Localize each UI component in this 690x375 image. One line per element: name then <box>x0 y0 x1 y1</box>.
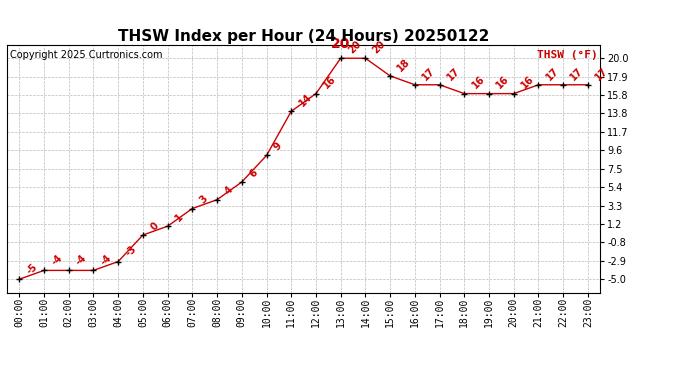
Text: -3: -3 <box>124 244 139 259</box>
Text: THSW (°F): THSW (°F) <box>537 50 598 60</box>
Text: 14: 14 <box>297 92 313 108</box>
Text: 17: 17 <box>544 65 561 82</box>
Text: 4: 4 <box>223 185 235 197</box>
Text: 20: 20 <box>346 39 363 56</box>
Text: 20: 20 <box>371 39 388 56</box>
Text: -4: -4 <box>50 253 64 268</box>
Title: THSW Index per Hour (24 Hours) 20250122: THSW Index per Hour (24 Hours) 20250122 <box>118 29 489 44</box>
Text: 20: 20 <box>331 38 351 51</box>
Text: 17: 17 <box>420 65 437 82</box>
Text: Copyright 2025 Curtronics.com: Copyright 2025 Curtronics.com <box>10 50 162 60</box>
Text: 6: 6 <box>247 167 259 179</box>
Text: 17: 17 <box>445 65 462 82</box>
Text: 16: 16 <box>322 74 338 91</box>
Text: 9: 9 <box>272 141 284 153</box>
Text: -4: -4 <box>75 253 89 268</box>
Text: -5: -5 <box>25 262 39 276</box>
Text: 16: 16 <box>520 74 536 91</box>
Text: 16: 16 <box>495 74 511 91</box>
Text: 17: 17 <box>593 65 610 82</box>
Text: 16: 16 <box>470 74 486 91</box>
Text: 0: 0 <box>148 220 160 232</box>
Text: 17: 17 <box>569 65 585 82</box>
Text: 18: 18 <box>395 57 413 73</box>
Text: 3: 3 <box>198 194 210 206</box>
Text: -4: -4 <box>99 253 114 268</box>
Text: 1: 1 <box>173 211 185 223</box>
